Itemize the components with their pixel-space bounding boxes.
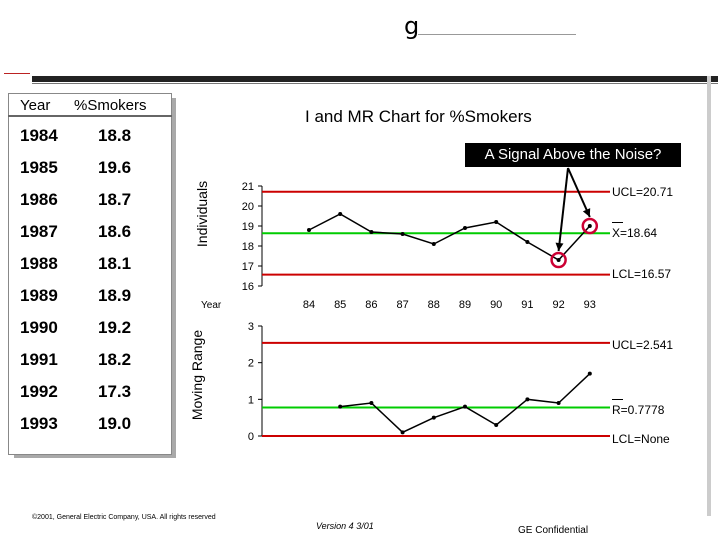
table-cell-year: 1989 [20, 286, 58, 305]
i-chart-y-tick-label: 21 [242, 181, 254, 193]
mr-chart-data-point [400, 430, 405, 435]
mr-center-label: R=0.7778 [612, 403, 665, 417]
table-cell-smokers: 18.8 [98, 126, 132, 145]
table-header-year: Year [20, 97, 51, 114]
left-accent-line [4, 73, 30, 74]
i-chart-x-tick-label: 90 [490, 299, 502, 311]
i-chart-data-point [369, 230, 374, 234]
i-chart-series-line [308, 213, 591, 261]
highlight-circle [581, 217, 599, 235]
i-chart-x-tick-label: 88 [428, 299, 440, 311]
callout-arrow [557, 167, 569, 252]
table-cell-year: 1985 [20, 158, 58, 177]
i-chart-y-tick-label: 18 [242, 241, 254, 253]
signal-callout: A Signal Above the Noise? [465, 143, 681, 167]
table-cell-year: 1987 [20, 222, 58, 241]
callout-arrowhead [555, 242, 564, 251]
xbar-overline [612, 222, 623, 223]
callout-arrow [567, 167, 591, 218]
i-chart-data-point [431, 242, 436, 246]
table-cell-smokers: 17.3 [98, 382, 132, 401]
copyright-text: ©2001, General Electric Company, USA. Al… [32, 514, 216, 521]
i-chart-x-tick-label: 92 [552, 299, 564, 311]
table-header-smokers: %Smokers [74, 97, 147, 114]
mr-lcl-label: LCL=None [612, 432, 670, 446]
callout-arrowhead [582, 208, 591, 217]
i-chart-data-point [525, 240, 530, 244]
table-cell-year: 1992 [20, 382, 58, 401]
mr-chart-data-point [494, 423, 499, 427]
table-cell-smokers: 19.6 [98, 158, 132, 177]
mr-chart-y-tick-label: 3 [248, 321, 254, 333]
i-chart-data-point [587, 224, 592, 228]
i-center-label: X=18.64 [612, 226, 658, 240]
mr-chart-data-point [556, 401, 561, 405]
year-axis-label: Year [201, 300, 222, 311]
table-cell-smokers: 19.2 [98, 318, 132, 337]
mr-ucl-label: UCL=2.541 [612, 338, 674, 352]
i-chart-y-tick-label: 17 [242, 261, 254, 273]
i-chart-x-tick-label: 93 [584, 299, 596, 311]
mr-chart-y-tick-label: 1 [248, 394, 254, 406]
i-chart-data-point [463, 226, 467, 230]
ge-logo: g [404, 12, 420, 40]
i-chart-data-point [556, 258, 561, 262]
i-chart-y-tick-label: 16 [242, 281, 254, 293]
table-cell-smokers: 18.7 [98, 190, 132, 209]
i-ucl-label: UCL=20.71 [612, 185, 674, 199]
i-chart-data-point [494, 220, 499, 224]
table-cell-smokers: 18.1 [98, 254, 132, 273]
i-lcl-label: LCL=16.57 [612, 267, 672, 281]
logo-underline [418, 34, 576, 35]
mr-chart-data-point [587, 371, 592, 376]
i-chart-x-tick-label: 91 [521, 299, 533, 311]
table-cell-smokers: 19.0 [98, 414, 132, 433]
table-header-divider [8, 115, 172, 117]
mr-chart-data-point [525, 397, 530, 402]
table-cell-smokers: 18.6 [98, 222, 132, 241]
header-rule-thin [32, 83, 718, 84]
mr-chart-series-line [340, 373, 591, 434]
i-chart-data-point [338, 212, 343, 216]
mr-chart-data-point [338, 404, 343, 409]
version-text: Version 4 3/01 [316, 521, 374, 531]
mr-chart-data-point [463, 404, 467, 409]
header-rule [32, 76, 718, 82]
table-cell-year: 1991 [20, 350, 58, 369]
mr-chart-y-tick-label: 0 [248, 431, 254, 443]
table-cell-smokers: 18.2 [98, 350, 132, 369]
table-cell-year: 1990 [20, 318, 58, 337]
i-chart-x-tick-label: 89 [459, 299, 471, 311]
mr-chart-y-tick-label: 2 [248, 358, 254, 370]
i-chart-y-tick-label: 20 [242, 201, 254, 213]
i-chart-x-tick-label: 87 [396, 299, 408, 311]
rbar-overline [612, 399, 623, 400]
chart-title: I and MR Chart for %Smokers [305, 107, 532, 126]
data-table: Year %Smokers 1984 18.8 1985 19.6 1986 18.7 19… [8, 93, 172, 455]
right-border [707, 76, 711, 516]
table-cell-year: 1986 [20, 190, 58, 209]
table-cell-smokers: 18.9 [98, 286, 132, 305]
table-cell-year: 1984 [20, 126, 58, 145]
i-chart-data-point [307, 228, 311, 232]
table-cell-year: 1988 [20, 254, 58, 273]
table-cell-year: 1993 [20, 414, 58, 433]
i-chart-data-point [400, 232, 405, 236]
highlight-circle [550, 251, 567, 269]
mr-chart-data-point [369, 401, 374, 405]
i-chart-x-tick-label: 86 [365, 299, 377, 311]
i-chart-x-tick-label: 85 [334, 299, 346, 311]
confidential-text: GE Confidential [518, 525, 589, 536]
mr-chart-data-point [431, 415, 436, 420]
i-chart-x-tick-label: 84 [303, 299, 315, 311]
i-chart-y-tick-label: 19 [242, 221, 254, 233]
